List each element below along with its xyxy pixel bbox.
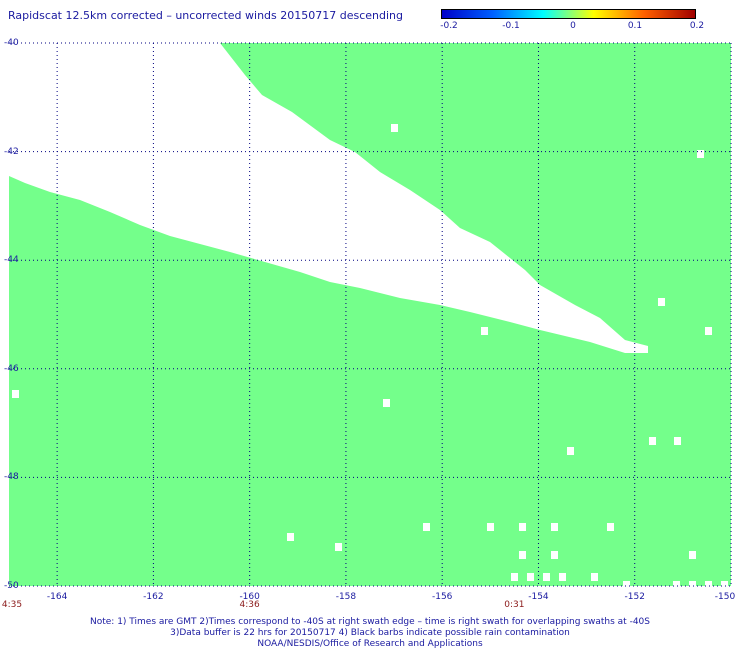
- no-data-cell: [673, 581, 680, 589]
- latitude-tick-label: -46: [4, 363, 19, 374]
- swath-time-label: 0:31: [504, 600, 525, 610]
- no-data-cell: [12, 390, 19, 398]
- no-data-cell: [721, 581, 728, 589]
- no-data-cell: [658, 298, 665, 306]
- latitude-tick-label: -40: [4, 38, 19, 48]
- longitude-tick-label: -150: [714, 592, 736, 602]
- no-data-cell: [623, 581, 630, 589]
- map-title: Rapidscat 12.5km corrected – uncorrected…: [8, 9, 404, 22]
- note-line-1: Note: 1) Times are GMT 2)Times correspon…: [90, 617, 650, 627]
- no-data-cell: [423, 523, 430, 531]
- no-data-cell: [511, 573, 518, 581]
- latitude-tick-label: -44: [4, 255, 19, 266]
- latitude-tick-label: -50: [4, 581, 19, 591]
- no-data-cell: [705, 327, 712, 335]
- note-line-2: 3)Data buffer is 22 hrs for 20150717 4) …: [170, 628, 570, 638]
- no-data-cell: [567, 447, 574, 455]
- no-data-cell: [487, 523, 494, 531]
- no-data-cell: [551, 551, 558, 559]
- longitude-tick-label: -164: [46, 592, 68, 602]
- no-data-cell: [551, 523, 558, 531]
- colorbar-tick-label: 0.1: [627, 21, 643, 31]
- latitude-tick-label: -48: [4, 472, 19, 483]
- latitude-tick-label: -42: [4, 146, 19, 157]
- no-data-cell: [383, 399, 390, 407]
- credit-line: NOAA/NESDIS/Office of Research and Appli…: [257, 639, 483, 649]
- no-data-cell: [689, 551, 696, 559]
- colorbar-tick-label: -0.1: [502, 21, 520, 31]
- colorbar-tick-label: 0.2: [689, 21, 705, 31]
- longitude-tick-label: -162: [143, 592, 164, 602]
- longitude-tick-label: -154: [528, 592, 549, 602]
- no-data-cell: [543, 573, 550, 581]
- no-data-cell: [591, 573, 598, 581]
- no-data-cell: [559, 573, 566, 581]
- longitude-tick-label: -158: [335, 592, 357, 602]
- longitude-tick-label: -152: [624, 592, 645, 602]
- no-data-cell: [481, 327, 488, 335]
- no-data-cell: [287, 533, 294, 541]
- colorbar-tick-label: 0: [570, 21, 576, 31]
- swath-time-label: 4:35: [1, 600, 23, 610]
- colorbar: [441, 9, 696, 19]
- no-data-cell: [335, 543, 342, 551]
- no-data-cell: [697, 150, 704, 158]
- no-data-cell: [674, 437, 681, 445]
- swath-gap: [9, 43, 648, 353]
- longitude-tick-label: -156: [431, 592, 453, 602]
- no-data-cell: [649, 437, 656, 445]
- no-data-cell: [527, 573, 534, 581]
- no-data-cell: [689, 581, 696, 589]
- no-data-cell: [607, 523, 614, 531]
- colorbar-tick-label: -0.2: [440, 21, 458, 31]
- swath-time-label: 4:36: [239, 600, 260, 610]
- no-data-cell: [705, 581, 712, 589]
- longitude-tick-label: -160: [239, 592, 260, 602]
- no-data-cell: [391, 124, 398, 132]
- no-data-cell: [519, 523, 526, 531]
- no-data-cell: [519, 551, 526, 559]
